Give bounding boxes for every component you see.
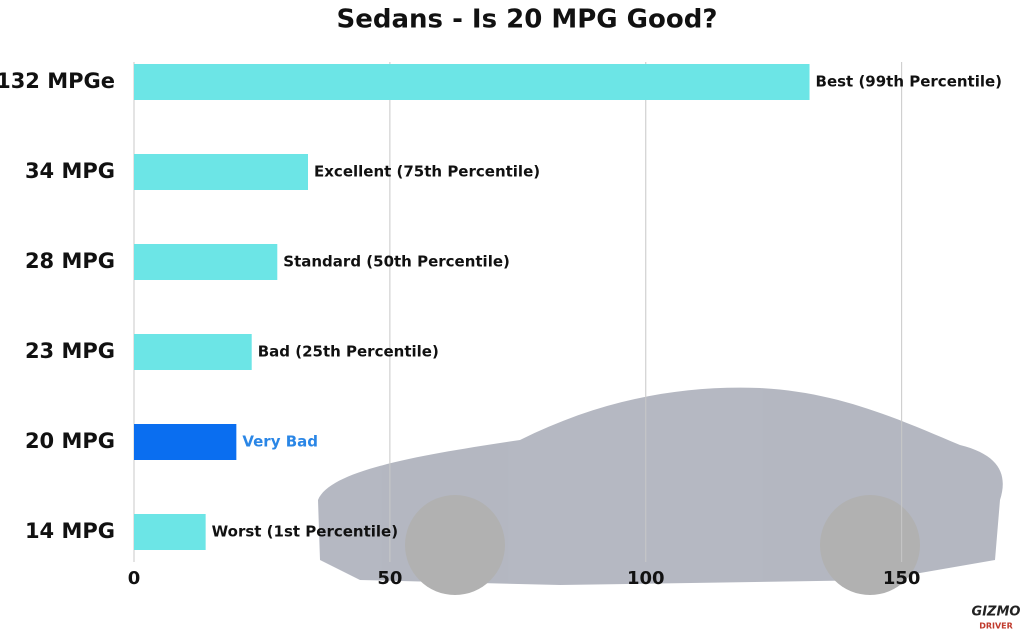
bar — [134, 334, 252, 370]
bar-annotation: Bad (25th Percentile) — [258, 343, 439, 361]
bar-annotation: Standard (50th Percentile) — [283, 253, 510, 271]
x-tick-label: 150 — [883, 568, 921, 589]
chart-title: Sedans - Is 20 MPG Good? — [337, 5, 718, 35]
car-photo — [318, 387, 1003, 595]
y-tick-label: 34 MPG — [25, 159, 115, 183]
y-tick-label: 20 MPG — [25, 429, 115, 453]
x-tick-label: 0 — [128, 568, 141, 589]
bar — [134, 154, 308, 190]
logo-text: GIZMO — [972, 605, 1021, 620]
bar — [134, 244, 278, 280]
y-tick-label: 23 MPG — [25, 339, 115, 363]
y-tick-label: 14 MPG — [25, 519, 115, 543]
x-tick-label: 100 — [627, 568, 665, 589]
bar — [134, 64, 810, 100]
bar-annotation: Excellent (75th Percentile) — [314, 163, 540, 181]
bar — [134, 514, 206, 550]
y-tick-label: 132 MPGe — [0, 69, 115, 93]
bar-annotation: Worst (1st Percentile) — [212, 523, 398, 541]
bar — [134, 424, 237, 460]
y-tick-label: 28 MPG — [25, 249, 115, 273]
bar-annotation: Best (99th Percentile) — [816, 73, 1003, 91]
logo-text: DRIVER — [979, 622, 1013, 631]
x-tick-label: 50 — [377, 568, 402, 589]
bar-annotation: Very Bad — [242, 433, 318, 451]
